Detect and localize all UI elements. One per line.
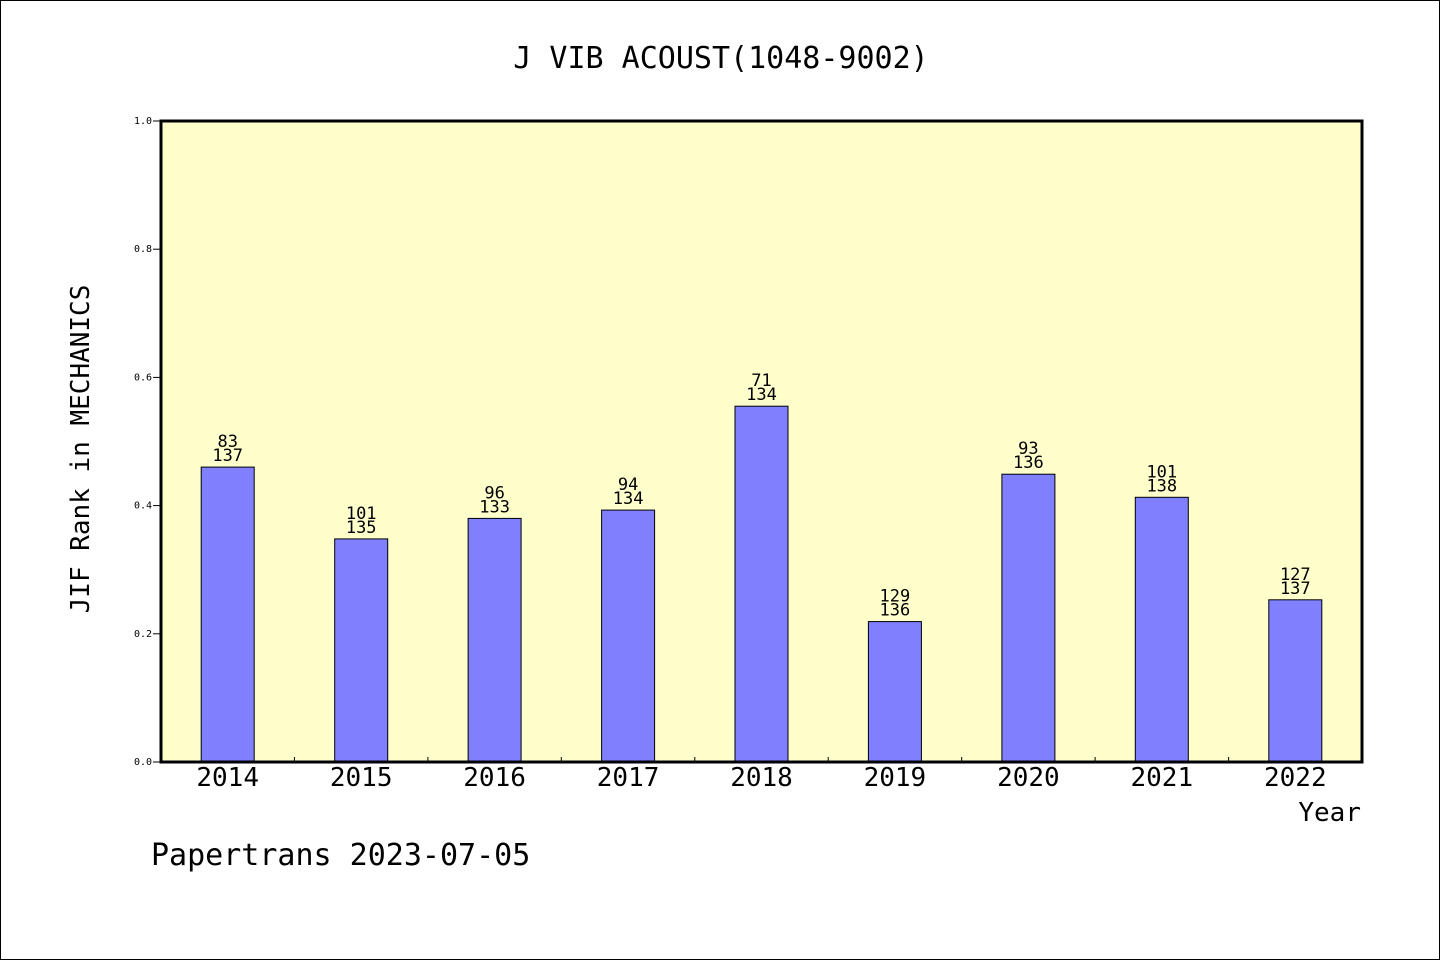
x-axis: 2014 2015 2016 2017 2018 2019 2020 2021 2022: [196, 757, 1327, 793]
footer-text: Papertrans 2023-07-05: [151, 838, 530, 873]
y-axis: 0.0 0.2 0.4 0.6 0.8 1.0: [134, 116, 161, 768]
plot-border: [159, 119, 1364, 764]
x-tick-label: 2017: [597, 763, 660, 793]
bar-total-label: 136: [1013, 453, 1044, 473]
y-tick-label: 0.8: [134, 244, 152, 255]
bar-total-label: 138: [1146, 476, 1177, 496]
bar-total-label: 136: [880, 601, 911, 621]
bar-2014: [200, 466, 255, 763]
bar-rank-label: 94: [618, 475, 638, 495]
x-tick-label: 2014: [196, 763, 259, 793]
bar-rank-label: 127: [1280, 565, 1311, 585]
bar-total-label: 134: [613, 489, 644, 509]
bar-total-label: 134: [746, 385, 777, 405]
x-tick-label: 2022: [1264, 763, 1327, 793]
x-tick-label: 2016: [463, 763, 526, 793]
bar-rank-label: 96: [484, 483, 504, 503]
y-axis-label: JIF Rank in MECHANICS: [66, 285, 96, 614]
bar-total-label: 133: [479, 497, 510, 517]
chart-title: J VIB ACOUST(1048-9002): [513, 41, 928, 76]
y-tick-label: 1.0: [134, 116, 152, 127]
bar-2015: [334, 538, 389, 763]
bar-total-label: 137: [1280, 579, 1311, 599]
bar-total-label: 137: [212, 446, 243, 466]
bar-2017: [601, 509, 656, 763]
y-tick-label: 0.4: [134, 501, 152, 512]
bar-2020: [1001, 473, 1056, 763]
bar-rank-label: 93: [1018, 439, 1038, 459]
y-tick-label: 0.2: [134, 629, 152, 640]
bar-rank-label: 83: [217, 432, 237, 452]
x-tick-label: 2015: [330, 763, 393, 793]
x-tick-label: 2021: [1130, 763, 1193, 793]
bar-rank-label: 71: [751, 371, 771, 391]
y-tick-label: 0.0: [134, 757, 152, 768]
bar-2021: [1134, 496, 1189, 763]
bar-2016: [467, 517, 522, 763]
x-tick-label: 2020: [997, 763, 1060, 793]
bar-rank-label: 101: [346, 504, 377, 524]
y-tick-label: 0.6: [134, 372, 152, 383]
bar-total-label: 135: [346, 518, 377, 538]
x-axis-label: Year: [1298, 798, 1361, 828]
bar-2019: [867, 621, 922, 763]
bars-group: [200, 405, 1323, 763]
bar-rank-label: 101: [1146, 462, 1177, 482]
bar-rank-label: 129: [880, 587, 911, 607]
x-tick-label: 2018: [730, 763, 793, 793]
bar-2018: [734, 405, 789, 763]
x-tick-label: 2019: [864, 763, 927, 793]
bar-2022: [1268, 599, 1323, 763]
